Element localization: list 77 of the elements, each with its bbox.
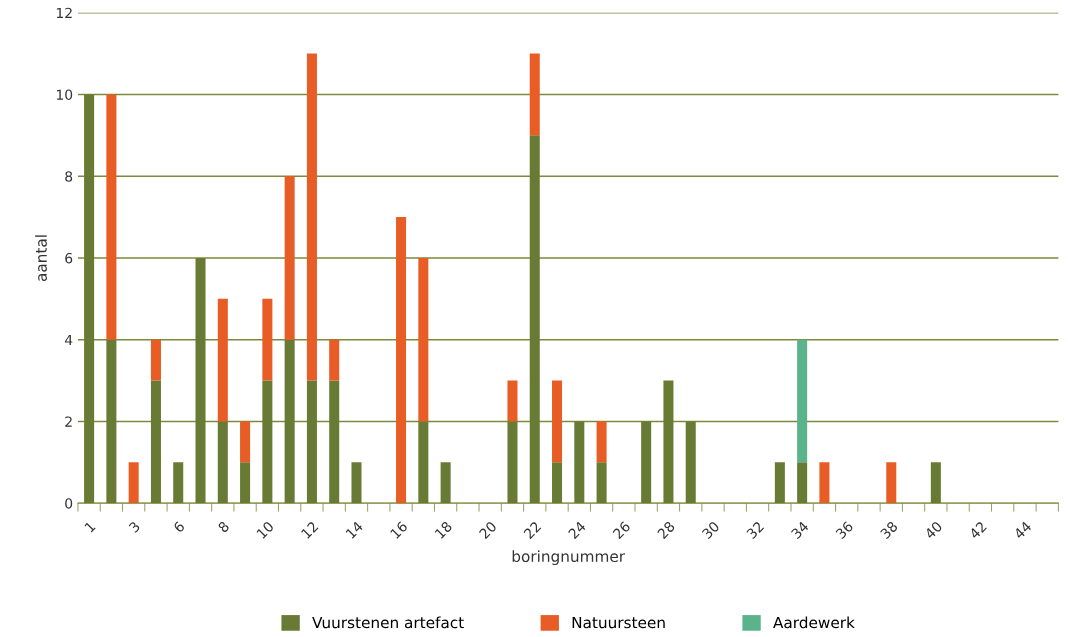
bar [284, 339, 295, 504]
bar [685, 421, 696, 504]
legend-label: Aardewerk [773, 616, 855, 629]
bar [262, 380, 273, 504]
y-tick-label: 0 [65, 498, 73, 509]
x-tick-label: 32 [746, 521, 765, 540]
y-axis-title: aantal [35, 235, 47, 282]
x-tick-label: 20 [478, 520, 498, 540]
x-tick-label: 1 [84, 521, 96, 533]
bar [552, 462, 563, 504]
x-tick-label: 34 [790, 520, 810, 540]
legend-label: Natuursteen [572, 616, 665, 629]
x-tick-label: 42 [968, 521, 987, 540]
bar [150, 380, 161, 504]
y-tick-label: 12 [56, 7, 72, 19]
bar [217, 298, 228, 422]
bar [262, 298, 273, 381]
bar [128, 462, 139, 504]
x-tick-label: 8 [217, 520, 230, 534]
x-tick-label: 6 [172, 520, 186, 534]
bar [663, 380, 674, 504]
bar [106, 339, 117, 504]
bar [306, 380, 317, 504]
bar [641, 421, 652, 504]
x-tick-label: 40 [923, 520, 943, 540]
x-tick-label: 18 [434, 520, 453, 539]
bar [596, 421, 607, 463]
x-tick-label: 24 [567, 520, 587, 540]
bar [284, 176, 295, 340]
bar [574, 421, 585, 504]
bar [351, 462, 362, 504]
x-tick-label: 30 [701, 520, 720, 540]
bar [886, 462, 897, 504]
bar [819, 462, 830, 504]
x-tick-label: 36 [835, 520, 854, 540]
bar [150, 339, 161, 381]
y-tick-label: 4 [64, 334, 73, 346]
x-tick-label: 10 [256, 520, 275, 539]
bar [240, 462, 251, 504]
x-tick-label: 3 [128, 520, 141, 533]
bar [306, 53, 317, 381]
y-tick-label: 6 [65, 252, 73, 264]
bar [418, 257, 429, 422]
x-tick-label: 12 [300, 521, 319, 539]
bar [418, 421, 429, 504]
y-tick-label: 10 [56, 89, 73, 100]
bar [195, 257, 206, 504]
x-tick-label: 14 [345, 520, 364, 539]
bar [329, 380, 340, 504]
x-tick-label: 28 [656, 520, 676, 540]
legend-label: Vuurstenen artefact [312, 616, 464, 629]
bar [329, 339, 340, 381]
bar [596, 462, 607, 504]
bar [797, 339, 808, 463]
bar [507, 380, 518, 422]
bar [217, 421, 228, 504]
bar [440, 462, 451, 504]
x-tick-label: 16 [389, 520, 409, 539]
y-tick-label: 8 [65, 171, 73, 182]
x-tick-label: 38 [879, 520, 899, 540]
bar [529, 53, 540, 136]
bar [552, 380, 563, 463]
bar [507, 421, 518, 504]
bar [930, 462, 941, 504]
bar [173, 462, 184, 504]
y-tick-label: 2 [65, 416, 72, 427]
x-tick-label: 44 [1013, 520, 1032, 540]
bar [240, 421, 251, 463]
x-axis-title: boringnummer [512, 550, 626, 566]
bar [529, 135, 540, 504]
x-tick-label: 22 [523, 521, 542, 540]
bar [797, 462, 808, 504]
bar [106, 94, 117, 340]
bar [774, 462, 785, 504]
bar [396, 217, 407, 504]
bar [84, 94, 95, 504]
x-tick-label: 26 [612, 520, 631, 540]
